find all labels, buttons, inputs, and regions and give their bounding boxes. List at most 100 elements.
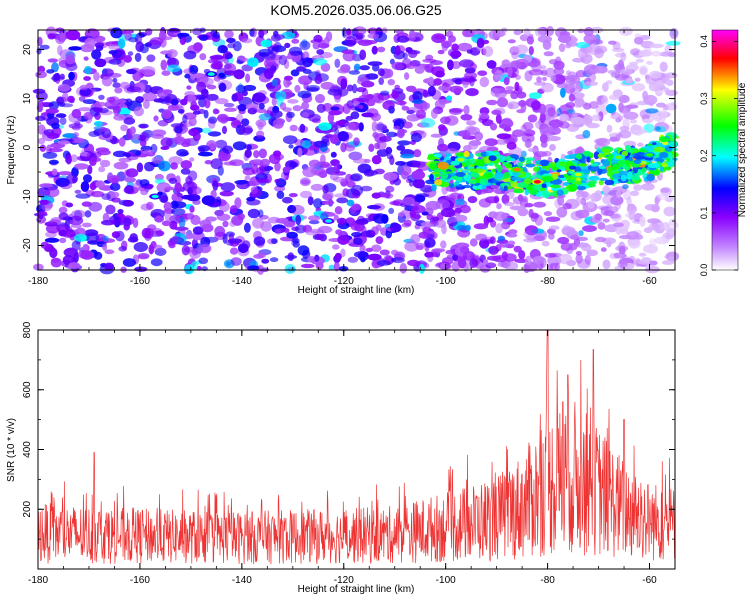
heatmap-cell <box>570 116 585 125</box>
heatmap-cell <box>151 134 164 139</box>
heatmap-cell <box>244 175 251 181</box>
heatmap-cell <box>377 46 386 53</box>
heatmap-cell <box>654 196 660 206</box>
heatmap-cell <box>411 170 426 180</box>
heatmap-cell <box>649 43 664 49</box>
heatmap-cell <box>39 183 54 188</box>
heatmap-cell <box>525 255 532 266</box>
heatmap-cell <box>583 64 599 75</box>
heatmap-cell <box>146 201 154 210</box>
heatmap-cell <box>654 236 669 245</box>
colorbar: 0.0 0.1 0.2 0.3 0.4 Normalized spectral ampl… <box>699 29 748 276</box>
heatmap-cell <box>404 241 419 252</box>
heatmap-cell <box>84 210 92 218</box>
heatmap-cell <box>149 37 164 46</box>
heatmap-cell <box>114 87 123 94</box>
heatmap-cell <box>494 69 504 81</box>
heatmap-cell <box>648 70 662 79</box>
heatmap-cell <box>256 178 270 184</box>
heatmap-cell <box>394 100 407 105</box>
heatmap-cell <box>153 244 163 250</box>
x-tick-label: -160 <box>130 575 150 586</box>
heatmap-cell <box>180 168 191 175</box>
heatmap-cell <box>146 54 156 63</box>
heatmap-cell <box>642 118 653 124</box>
heatmap-cell <box>586 157 591 163</box>
heatmap-cell <box>337 131 349 142</box>
heatmap-cell <box>464 29 475 38</box>
heatmap-cell <box>346 28 352 36</box>
heatmap-cell <box>82 99 97 105</box>
heatmap-cell <box>549 184 562 189</box>
heatmap-cell <box>222 220 229 228</box>
heatmap-cell <box>55 113 67 118</box>
heatmap-cell <box>618 94 630 104</box>
heatmap-cell <box>459 205 471 214</box>
heatmap-cell <box>658 137 670 143</box>
heatmap-cell <box>623 111 639 120</box>
heatmap-cell <box>257 251 267 258</box>
heatmap-cell <box>611 71 620 76</box>
x-tick-label: -140 <box>232 575 252 586</box>
heatmap-cell <box>297 90 312 99</box>
heatmap-cell <box>518 250 526 260</box>
heatmap-cell <box>176 192 183 198</box>
heatmap-cell <box>68 123 84 129</box>
heatmap-cell <box>47 33 56 40</box>
heatmap-cell <box>125 168 139 178</box>
heatmap-cell <box>524 188 530 196</box>
heatmap-cell <box>647 218 661 224</box>
heatmap-cell <box>161 70 171 76</box>
heatmap-cell <box>46 69 55 74</box>
heatmap-cell <box>63 247 78 258</box>
heatmap-cell <box>344 36 357 47</box>
heatmap-cell <box>142 149 155 155</box>
heatmap-cell <box>189 205 195 213</box>
heatmap-cell <box>135 41 144 53</box>
heatmap-cell <box>337 68 350 74</box>
heatmap-cell <box>478 198 492 208</box>
heatmap-cell <box>483 259 489 265</box>
heatmap-cell <box>212 31 220 39</box>
heatmap-cell <box>163 201 173 211</box>
heatmap-cell <box>462 251 475 261</box>
heatmap-cell <box>505 163 513 169</box>
heatmap-cell <box>229 205 238 214</box>
heatmap-cell <box>503 77 510 86</box>
heatmap-cell <box>299 177 311 187</box>
heatmap-cell <box>644 145 655 151</box>
heatmap-cell <box>431 184 437 192</box>
heatmap-cell <box>479 76 490 88</box>
heatmap-cell <box>95 180 105 188</box>
heatmap-cell <box>425 179 437 185</box>
heatmap-cell <box>258 148 267 159</box>
heatmap-cell <box>577 28 585 34</box>
heatmap-cell <box>150 258 163 267</box>
heatmap-cell <box>620 51 627 62</box>
heatmap-cell <box>528 69 544 76</box>
heatmap-cell <box>300 263 315 269</box>
heatmap-cell <box>32 88 46 94</box>
heatmap-cell <box>83 56 89 61</box>
heatmap-cell <box>617 260 628 268</box>
heatmap-cell <box>400 153 415 159</box>
heatmap-cell <box>635 259 642 267</box>
heatmap-cell <box>629 61 639 66</box>
heatmap-cell <box>224 52 233 60</box>
x-tick-label: -100 <box>436 276 456 287</box>
heatmap-cell <box>174 226 189 231</box>
y-tick-label: -10 <box>22 189 33 204</box>
heatmap-cell <box>602 82 609 92</box>
heatmap-cell <box>271 45 287 53</box>
heatmap-cell <box>294 84 301 93</box>
heatmap-cell <box>108 44 120 50</box>
heatmap-cell <box>463 105 470 115</box>
heatmap-cell <box>327 112 335 124</box>
heatmap-cell <box>80 181 90 192</box>
heatmap-cell <box>488 151 500 156</box>
heatmap-cell <box>78 96 86 102</box>
heatmap-cell <box>539 112 546 124</box>
heatmap-cell <box>510 176 522 181</box>
heatmap-cell <box>70 223 82 228</box>
heatmap-cell <box>206 93 219 101</box>
